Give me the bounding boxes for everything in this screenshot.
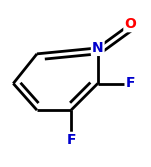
- Text: F: F: [66, 133, 76, 147]
- Text: F: F: [126, 76, 135, 91]
- Text: N: N: [92, 41, 104, 55]
- Text: O: O: [124, 17, 136, 31]
